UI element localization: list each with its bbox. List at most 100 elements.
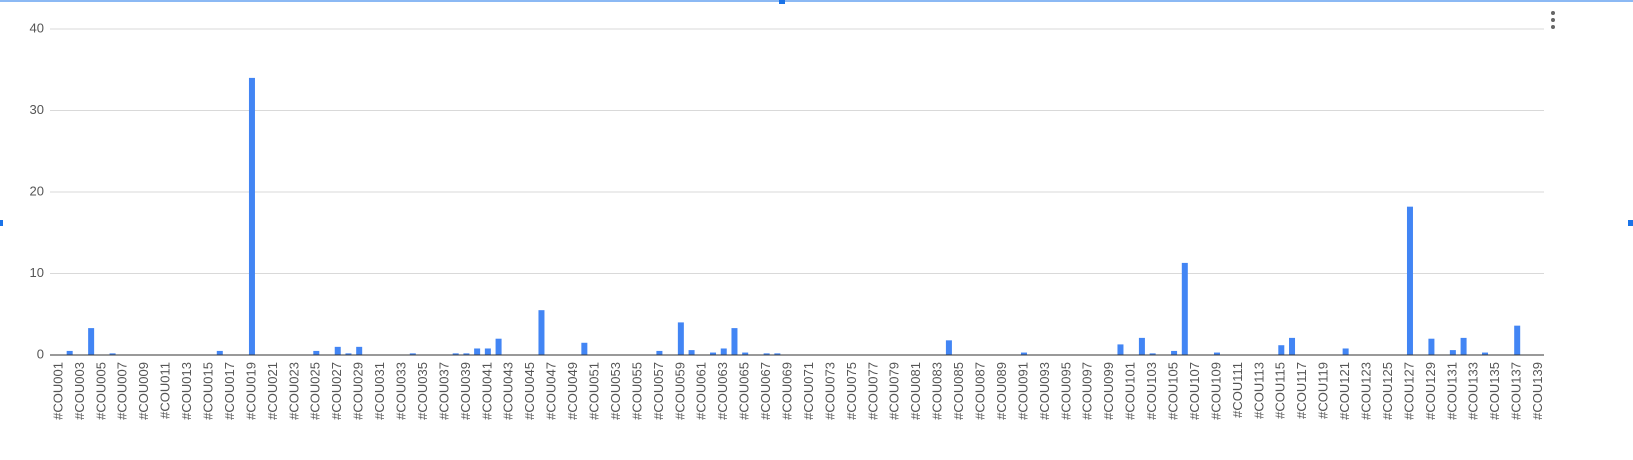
x-tick-label: #COU099 [1101,362,1116,420]
resize-handle[interactable] [1628,220,1633,226]
x-tick-label: #COU035 [415,362,430,420]
menu-dot [1551,18,1555,22]
bar [538,310,545,355]
x-tick-label: #COU069 [780,362,795,420]
x-tick-label: #COU115 [1273,362,1288,419]
bar [66,350,73,355]
menu-dot [1551,25,1555,29]
x-tick-label: #COU131 [1444,362,1459,420]
menu-dot [1551,11,1555,15]
x-tick-label: #COU061 [694,362,709,420]
bar [731,328,738,355]
x-tick-label: #COU113 [1251,362,1266,419]
x-tick-label: #COU057 [651,362,666,420]
bar [1514,325,1521,355]
x-tick-label: #COU013 [179,362,194,420]
x-tick-label: #COU007 [115,362,130,420]
x-tick-label: #COU005 [93,362,108,420]
bar [463,353,470,355]
x-tick-label: #COU059 [672,362,687,420]
bar [1117,344,1124,355]
bar [409,353,416,355]
x-tick-label: #COU055 [629,362,644,420]
y-tick-label: 10 [30,265,44,280]
bar [710,352,717,355]
x-tick-label: #COU031 [372,362,387,420]
bar [356,346,363,355]
x-tick-label: #COU119 [1316,362,1331,419]
bar [1482,352,1489,355]
bar [1449,350,1456,355]
x-tick-label: #COU109 [1208,362,1223,420]
x-tick-label: #COU125 [1380,362,1395,420]
bar [1460,337,1467,355]
x-tick-label: #COU093 [1037,362,1052,420]
x-tick-label: #COU045 [522,362,537,420]
resize-handle[interactable] [779,0,785,4]
x-tick-label: #COU019 [243,362,258,420]
x-tick-label: #COU039 [458,362,473,420]
bar [334,346,341,355]
x-tick-label: #COU127 [1401,362,1416,420]
bar [1289,337,1296,355]
x-tick-label: #COU101 [1123,362,1138,420]
bar [677,322,684,355]
x-tick-label: #COU063 [715,362,730,420]
resize-handle[interactable] [0,220,3,226]
x-tick-label: #COU073 [822,362,837,420]
x-tick-label: #COU075 [844,362,859,420]
x-tick-label: #COU097 [1080,362,1095,420]
x-tick-label: #COU015 [201,362,216,420]
x-tick-label: #COU065 [737,362,752,420]
x-tick-label: #COU047 [544,362,559,420]
bar [452,353,459,355]
x-tick-label: #COU029 [351,362,366,420]
x-tick-label: #COU133 [1466,362,1481,420]
bar [1020,352,1027,355]
x-tick-label: #COU041 [479,362,494,420]
x-tick-label: #COU067 [758,362,773,420]
bar [1406,206,1413,355]
x-tick-label: #COU139 [1530,362,1545,420]
x-tick-label: #COU095 [1058,362,1073,420]
x-tick-label: #COU023 [286,362,301,420]
bar [774,353,781,355]
bar [1428,338,1435,355]
x-tick-label: #COU025 [308,362,323,420]
x-tick-label: #COU121 [1337,362,1352,420]
x-tick-label: #COU003 [72,362,87,420]
bar [1138,337,1145,355]
bar [763,353,770,355]
x-tick-label: #COU021 [265,362,280,420]
x-tick-label: #COU135 [1487,362,1502,420]
bar [656,350,663,355]
y-tick-label: 30 [30,102,44,117]
bar [742,352,749,355]
x-tick-label: #COU085 [951,362,966,420]
bar [688,350,695,355]
x-tick-label: #COU091 [1015,362,1030,420]
x-tick-label: #COU011 [158,362,173,419]
x-tick-label: #COU077 [865,362,880,420]
menu-button[interactable] [1551,11,1555,29]
bar [1181,262,1188,355]
x-tick-label: #COU027 [329,362,344,420]
bar [109,353,116,355]
bar [1342,348,1349,355]
bar [484,348,491,355]
bar [495,338,502,355]
x-tick-label: #COU051 [587,362,602,420]
bar [1213,352,1220,355]
bar [345,353,352,355]
x-tick-label: #COU137 [1509,362,1524,420]
x-tick-label: #COU103 [1144,362,1159,420]
bar [1171,350,1178,355]
x-tick-label: #COU129 [1423,362,1438,420]
y-tick-label: 40 [30,20,44,35]
x-tick-label: #COU079 [887,362,902,420]
bar [1278,345,1285,355]
x-tick-label: #COU087 [973,362,988,420]
x-tick-label: #COU105 [1166,362,1181,420]
x-tick-label: #COU089 [994,362,1009,420]
